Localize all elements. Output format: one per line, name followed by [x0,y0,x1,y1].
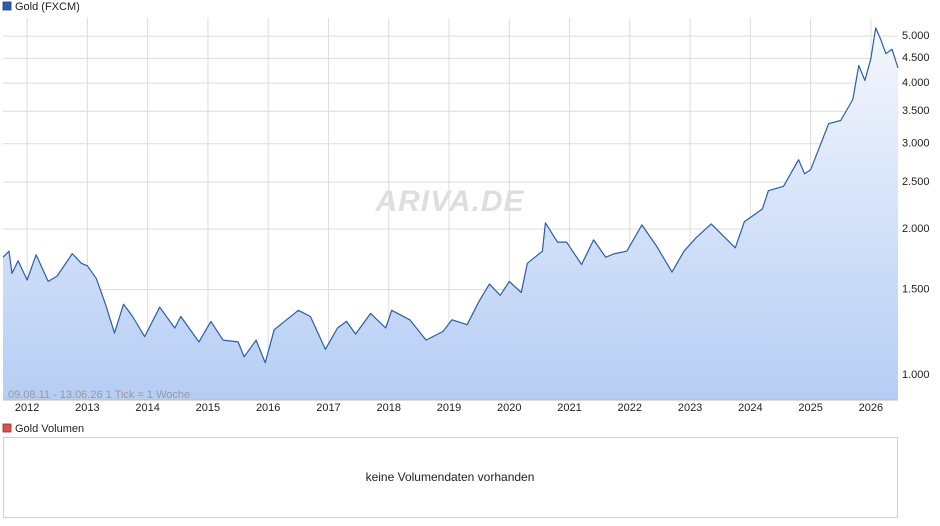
x-tick-label: 2021 [557,402,581,414]
x-tick-label: 2022 [618,402,642,414]
y-tick-label: 1.000 [902,369,930,381]
x-tick-label: 2023 [678,402,702,414]
legend-swatch [2,1,12,11]
volume-message: keine Volumendaten vorhanden [366,470,535,484]
x-tick-label: 2025 [798,402,822,414]
volume-panel [3,437,898,518]
y-tick-label: 3.500 [902,105,930,117]
x-tick-label: 2024 [738,402,762,414]
x-tick-label: 2019 [437,402,461,414]
x-tick-label: 2017 [316,402,340,414]
y-tick-label: 1.500 [902,284,930,296]
price-line [2,27,899,364]
y-tick-label: 5.000 [902,30,930,42]
x-tick-label: 2014 [135,402,159,414]
y-tick-label: 4.000 [902,77,930,89]
y-tick-label: 3.000 [902,138,930,150]
x-tick-label: 2013 [75,402,99,414]
legend-label: Gold Volumen [15,423,84,435]
x-tick-label: 2026 [859,402,883,414]
x-tick-label: 2012 [15,402,39,414]
footnote: 09.08.11 - 13.06.26 1 Tick = 1 Woche [8,389,190,401]
y-tick-label: 4.500 [902,52,930,64]
x-tick-label: 2015 [196,402,220,414]
x-tick-label: 2018 [376,402,400,414]
y-tick-label: 2.500 [902,176,930,188]
area [3,27,898,401]
watermark: ARIVA.DE [374,185,524,218]
legend-swatch [2,423,12,433]
x-tick-label: 2020 [497,402,521,414]
y-tick-label: 2.000 [902,223,930,235]
x-tick-label: 2016 [256,402,280,414]
legend-label: Gold (FXCM) [15,1,80,13]
